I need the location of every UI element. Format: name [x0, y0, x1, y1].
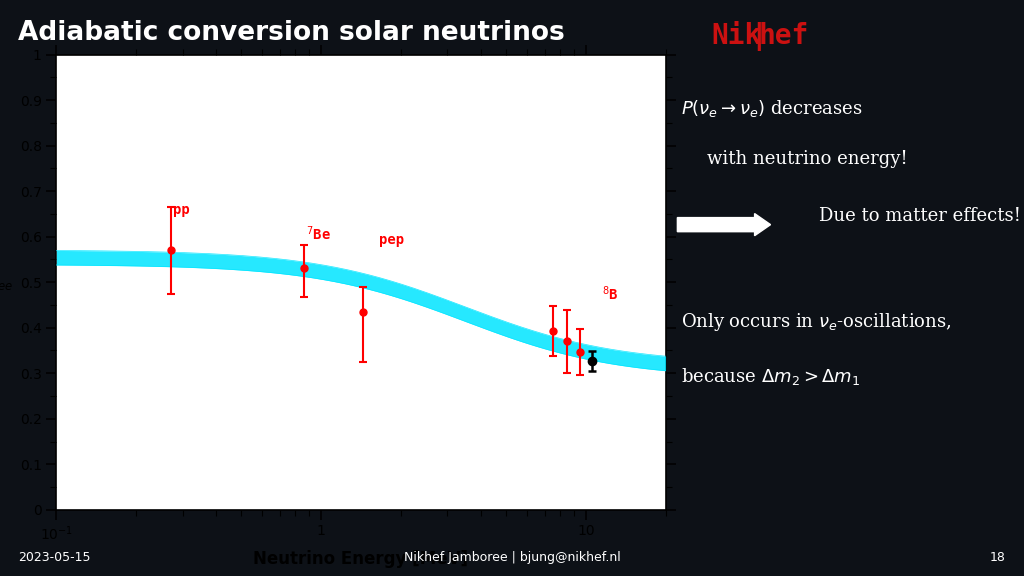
- Text: 2023-05-15: 2023-05-15: [18, 551, 91, 564]
- Y-axis label: $P_{ee}$: $P_{ee}$: [0, 272, 13, 292]
- Text: |: |: [751, 22, 767, 51]
- FancyArrow shape: [678, 214, 771, 236]
- Text: Due to matter effects!: Due to matter effects!: [819, 207, 1021, 225]
- Text: because $\Delta m_2 > \Delta m_1$: because $\Delta m_2 > \Delta m_1$: [681, 366, 860, 386]
- Text: Adiabatic conversion solar neutrinos: Adiabatic conversion solar neutrinos: [18, 20, 565, 46]
- Text: Nikhef Jamboree | bjung@nikhef.nl: Nikhef Jamboree | bjung@nikhef.nl: [403, 551, 621, 564]
- Text: $^8$B: $^8$B: [602, 285, 618, 304]
- Text: pp: pp: [173, 203, 189, 217]
- Text: $P(\nu_e \rightarrow \nu_e)$ decreases: $P(\nu_e \rightarrow \nu_e)$ decreases: [681, 98, 862, 119]
- Text: 18: 18: [989, 551, 1006, 564]
- X-axis label: Neutrino Energy [MeV]: Neutrino Energy [MeV]: [254, 550, 468, 568]
- Text: with neutrino energy!: with neutrino energy!: [707, 150, 907, 168]
- Text: Nik: Nik: [712, 22, 762, 50]
- Text: hef: hef: [759, 22, 809, 50]
- Text: $^7$Be: $^7$Be: [306, 225, 331, 244]
- Text: Only occurs in $\nu_e$-oscillations,: Only occurs in $\nu_e$-oscillations,: [681, 311, 951, 333]
- Text: pep: pep: [379, 233, 404, 247]
